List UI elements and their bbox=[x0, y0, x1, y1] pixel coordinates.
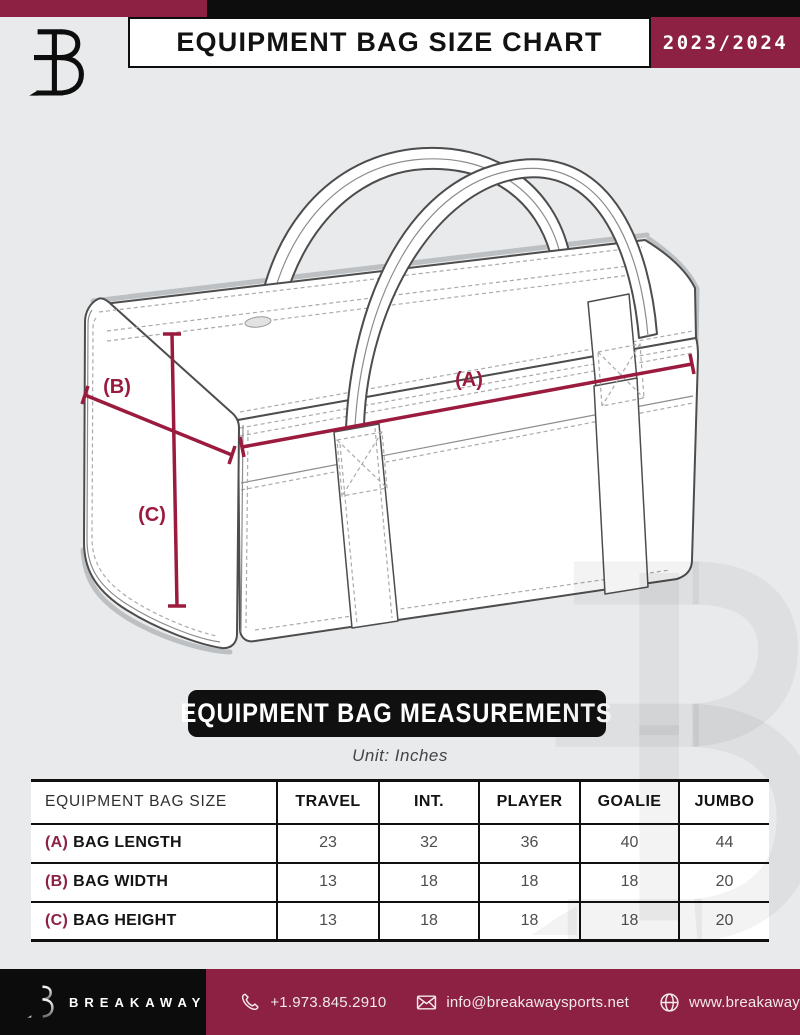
bag-left-strap-x-stitch bbox=[336, 431, 388, 497]
width-label-b: (B) bbox=[103, 376, 131, 398]
phone-number: +1.973.845.2910 bbox=[270, 993, 387, 1011]
row-title-bag-width: BAG WIDTH bbox=[73, 873, 169, 890]
cell-width-int: 18 bbox=[378, 862, 479, 903]
cell-length-travel: 23 bbox=[276, 823, 379, 864]
length-label-a: (A) bbox=[455, 369, 483, 391]
cell-width-jumbo: 20 bbox=[678, 862, 769, 903]
column-header-player: PLAYER bbox=[478, 779, 580, 825]
phone-contact: +1.973.845.2910 bbox=[240, 992, 386, 1013]
website-contact: www.breakawaysports.net bbox=[659, 992, 800, 1013]
cell-height-travel: 13 bbox=[276, 901, 379, 942]
height-label-c: (C) bbox=[138, 504, 166, 526]
bag-front-handle-crease bbox=[354, 167, 649, 427]
bag-left-strap-stitching bbox=[339, 427, 393, 625]
page-title: EQUIPMENT BAG SIZE CHART bbox=[176, 27, 603, 57]
bag-left-face-stitching bbox=[91, 317, 218, 637]
cell-length-int: 32 bbox=[378, 823, 479, 864]
column-header-jumbo: JUMBO bbox=[678, 779, 769, 825]
bag-zipper-pull bbox=[244, 316, 272, 328]
footer-brand-block: BREAKAWAY bbox=[0, 969, 207, 1035]
measurements-banner: EQUIPMENT BAG MEASUREMENTS bbox=[181, 690, 612, 737]
bag-front-left-seam bbox=[240, 424, 244, 633]
column-header-goalie: GOALIE bbox=[579, 779, 679, 825]
cell-length-player: 36 bbox=[478, 823, 580, 864]
bag-back-handle-crease bbox=[265, 158, 562, 336]
column-header-size: EQUIPMENT BAG SIZE bbox=[31, 779, 277, 825]
bag-right-strap-x-stitch bbox=[597, 343, 645, 407]
width-arrow-b bbox=[80, 385, 237, 465]
globe-icon bbox=[660, 992, 679, 1012]
table-header-row: EQUIPMENT BAG SIZE TRAVEL INT. PLAYER GO… bbox=[31, 779, 769, 825]
phone-icon bbox=[242, 993, 259, 1010]
row-prefix-b: (B) bbox=[45, 873, 69, 890]
bag-bottom-shadow bbox=[80, 547, 233, 655]
length-arrow-a bbox=[238, 353, 696, 458]
footer: BREAKAWAY +1.973.845.2910 info@breakaway… bbox=[0, 969, 800, 1035]
bag-left-face bbox=[83, 297, 240, 650]
bag-left-strap bbox=[333, 423, 399, 629]
equipment-bag-diagram: (A) (B) (C) bbox=[80, 146, 700, 655]
row-title-bag-height: BAG HEIGHT bbox=[73, 911, 177, 929]
email-address: info@breakawaysports.net bbox=[446, 993, 629, 1011]
column-header-int: INT. bbox=[378, 779, 479, 825]
column-header-travel: TRAVEL bbox=[276, 779, 379, 825]
footer-contact-block: +1.973.845.2910 info@breakawaysports.net… bbox=[206, 969, 800, 1035]
cell-length-jumbo: 44 bbox=[678, 823, 769, 864]
bag-top-face bbox=[94, 239, 697, 421]
bag-right-shadow bbox=[646, 236, 700, 348]
row-label-bag-height: (C) BAG HEIGHT bbox=[31, 901, 277, 942]
cell-width-player: 18 bbox=[478, 862, 580, 903]
envelope-icon bbox=[417, 994, 437, 1010]
cell-height-player: 18 bbox=[478, 901, 580, 942]
brand-name: BREAKAWAY bbox=[69, 994, 207, 1010]
bag-left-face-inner-line bbox=[86, 309, 221, 643]
header-black-strip bbox=[207, 0, 800, 17]
table-row-bag-width: (B) BAG WIDTH 13 18 18 18 20 bbox=[31, 862, 769, 903]
cell-width-travel: 13 bbox=[276, 862, 379, 903]
cell-height-goalie: 18 bbox=[579, 901, 679, 942]
table-row-bag-length: (A) BAG LENGTH 23 32 36 40 44 bbox=[31, 823, 769, 864]
cell-width-goalie: 18 bbox=[579, 862, 679, 903]
bag-front-left-stitching bbox=[245, 429, 249, 629]
website-url: www.breakawaysports.net bbox=[688, 993, 800, 1011]
title-box: EQUIPMENT BAG SIZE CHART bbox=[128, 17, 651, 68]
bag-front-handle bbox=[345, 158, 658, 429]
row-title-bag-length: BAG LENGTH bbox=[73, 834, 182, 851]
row-label-bag-length: (A) BAG LENGTH bbox=[31, 823, 277, 864]
measurements-banner-label: EQUIPMENT BAG MEASUREMENTS bbox=[180, 698, 614, 728]
height-arrow-c bbox=[163, 332, 186, 608]
header-maroon-strip bbox=[0, 0, 207, 17]
unit-label: Unit: Inches bbox=[352, 746, 448, 765]
season-label: 2023/2024 bbox=[662, 31, 789, 54]
cell-length-goalie: 40 bbox=[579, 823, 679, 864]
cell-height-jumbo: 20 bbox=[678, 901, 769, 942]
row-prefix-a: (A) bbox=[45, 834, 69, 851]
email-contact: info@breakawaysports.net bbox=[416, 992, 629, 1013]
bag-top-back-stitching bbox=[98, 246, 643, 313]
cell-height-int: 18 bbox=[378, 901, 479, 942]
table-row-bag-height: (C) BAG HEIGHT 13 18 18 18 20 bbox=[31, 901, 769, 942]
season-box: 2023/2024 bbox=[651, 17, 800, 68]
row-prefix-c: (C) bbox=[45, 911, 69, 929]
size-table: EQUIPMENT BAG SIZE TRAVEL INT. PLAYER GO… bbox=[31, 779, 769, 942]
breakaway-b-logo-icon bbox=[26, 983, 56, 1021]
row-label-bag-width: (B) BAG WIDTH bbox=[31, 862, 277, 903]
